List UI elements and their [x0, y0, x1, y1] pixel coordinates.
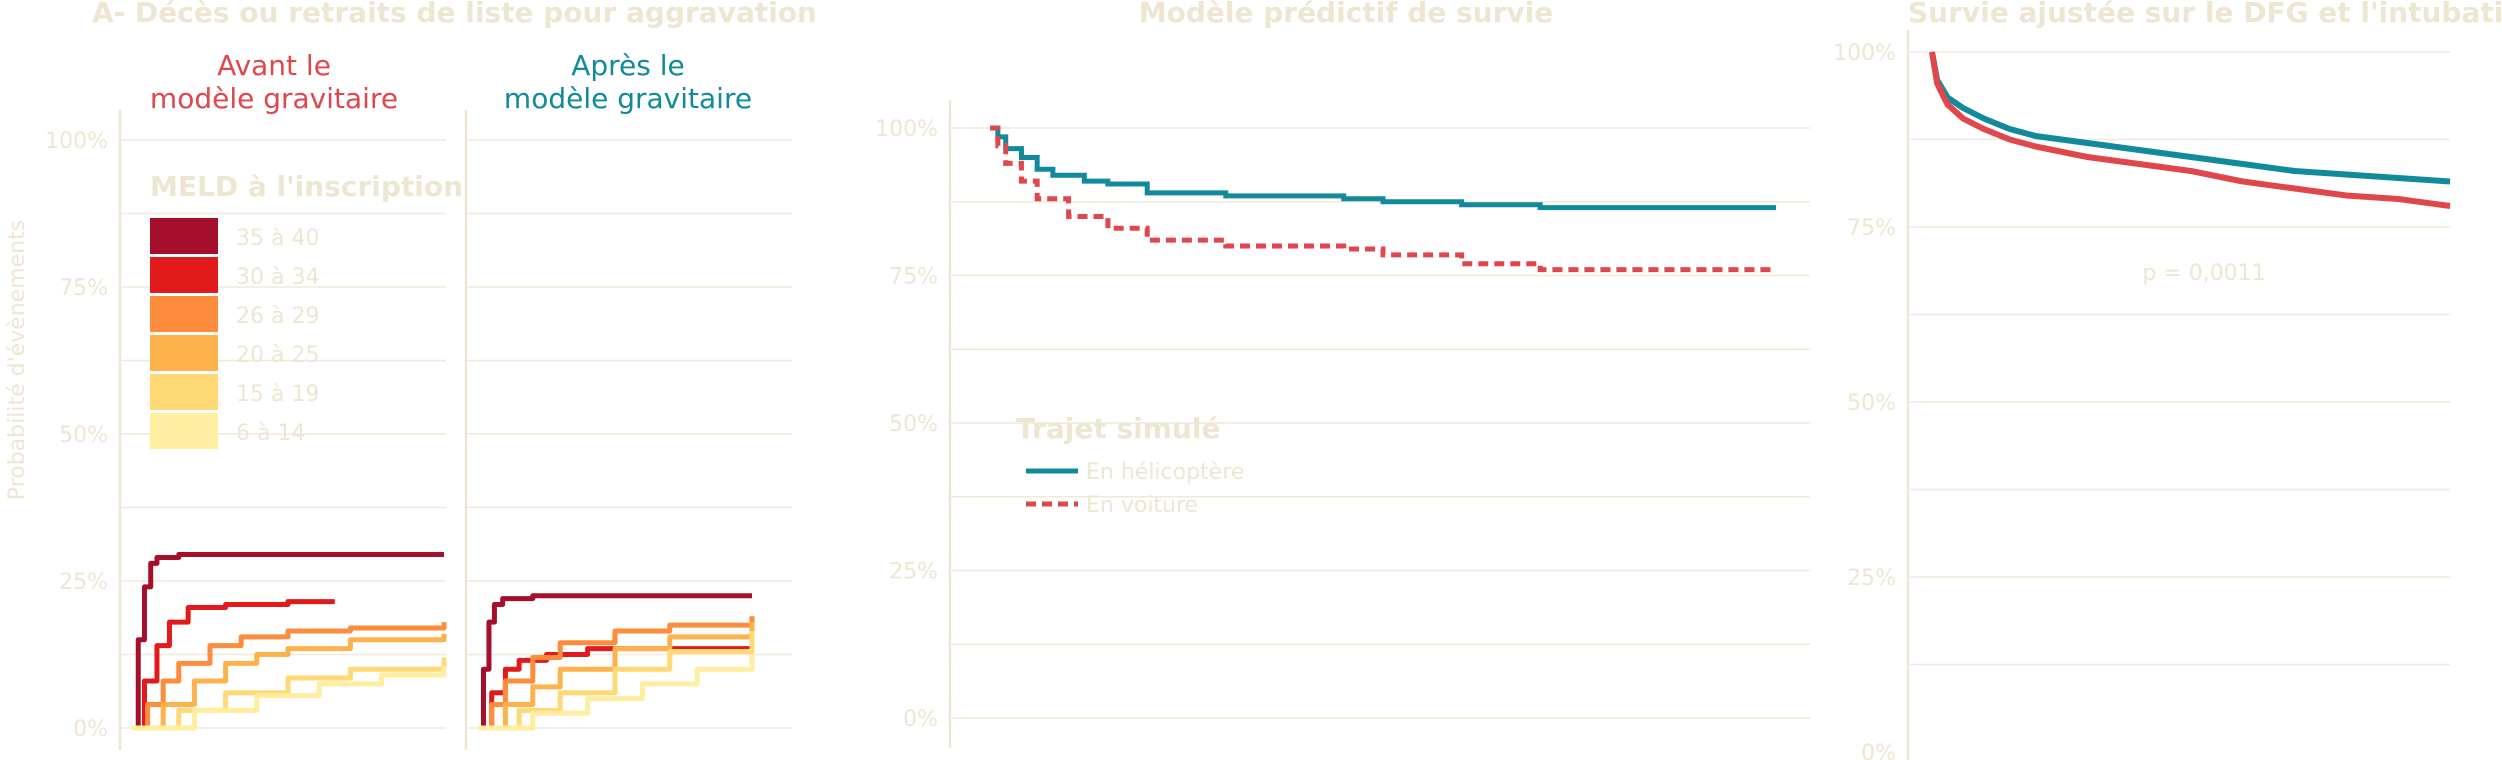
legend-swatch	[150, 413, 218, 449]
facet-after-line2: modèle gravitaire	[504, 82, 752, 115]
series-line-before	[132, 657, 447, 731]
trajet-legend-title: Trajet simulé	[1016, 412, 1220, 445]
p-value: p = 0,0011	[2142, 261, 2265, 286]
y-tick-label: 50%	[1847, 391, 1896, 416]
series-line-after	[478, 593, 752, 731]
trajet-legend: En hélicoptère En voiture	[1026, 460, 1244, 518]
legend-label: En hélicoptère	[1086, 460, 1244, 485]
legend-label: 15 à 19	[236, 382, 319, 407]
y-tick-label: 75%	[59, 276, 108, 301]
panel-b-yticks: 0% 25% 50% 75% 100%	[875, 117, 938, 732]
adjusted-survival-line	[1929, 51, 2451, 209]
y-tick-label: 75%	[889, 265, 938, 290]
y-tick-label: 100%	[45, 129, 108, 154]
panel-c-lines	[1929, 51, 2451, 209]
panel-c-grid	[1906, 30, 2450, 760]
series-line-before	[132, 552, 444, 731]
legend-label: 30 à 34	[236, 265, 319, 290]
y-tick-label: 25%	[889, 560, 938, 585]
series-line-before	[132, 622, 447, 731]
panel-c-title: Survie ajustée sur le DFG et l'intubatio…	[1908, 0, 2502, 29]
legend-swatch	[150, 296, 218, 332]
panel-b-lines	[990, 125, 1776, 273]
panel-a-yticks: 0% 25% 50% 75% 100%	[45, 129, 108, 742]
panel-b-grid	[948, 100, 1810, 748]
facet-before-line1: Avant le	[217, 49, 331, 82]
legend-label: 35 à 40	[236, 226, 319, 251]
legend-swatch	[150, 218, 218, 254]
legend-swatch	[150, 257, 218, 293]
series-line-before	[132, 666, 447, 731]
legend-swatch	[150, 374, 218, 410]
series-line-after	[478, 645, 755, 731]
survival-line	[990, 125, 1776, 211]
series-line-after	[478, 654, 755, 731]
y-tick-label: 75%	[1847, 216, 1896, 241]
meld-legend: 35 à 40 30 à 34 26 à 29 20 à 25 15 à 19 6 à 1…	[150, 218, 319, 449]
legend-label: En voiture	[1086, 493, 1198, 518]
series-line-after	[478, 630, 755, 731]
survival-line	[990, 125, 1776, 273]
y-tick-label: 50%	[59, 423, 108, 448]
adjusted-survival-line	[1929, 51, 2451, 185]
y-tick-label: 0%	[1861, 741, 1896, 760]
facet-after-line1: Après le	[571, 49, 685, 82]
y-tick-label: 25%	[59, 570, 108, 595]
legend-swatch	[150, 335, 218, 371]
series-line-after	[478, 622, 755, 731]
panel-a-title: A- Décès ou retraits de liste pour aggra…	[92, 0, 817, 29]
series-line-before	[132, 599, 335, 731]
panel-a-lines	[132, 552, 755, 731]
y-tick-label: 0%	[903, 707, 938, 732]
legend-label: 6 à 14	[236, 421, 305, 446]
panel-a-ylabel: Probabilité d'évènements	[5, 220, 30, 500]
y-tick-label: 100%	[875, 117, 938, 142]
y-tick-label: 50%	[889, 412, 938, 437]
y-tick-label: 25%	[1847, 566, 1896, 591]
panel-c-yticks: 0% 25% 50% 75% 100%	[1833, 41, 1896, 760]
panel-b-title: Modèle prédictif de survie	[1139, 0, 1554, 29]
series-line-after	[478, 616, 755, 731]
legend-label: 20 à 25	[236, 343, 319, 368]
facet-before-line2: modèle gravitaire	[150, 82, 398, 115]
y-tick-label: 0%	[73, 717, 108, 742]
y-tick-label: 100%	[1833, 41, 1896, 66]
legend-title: MELD à l'inscription	[150, 170, 463, 203]
series-line-before	[132, 633, 447, 731]
legend-label: 26 à 29	[236, 304, 319, 329]
